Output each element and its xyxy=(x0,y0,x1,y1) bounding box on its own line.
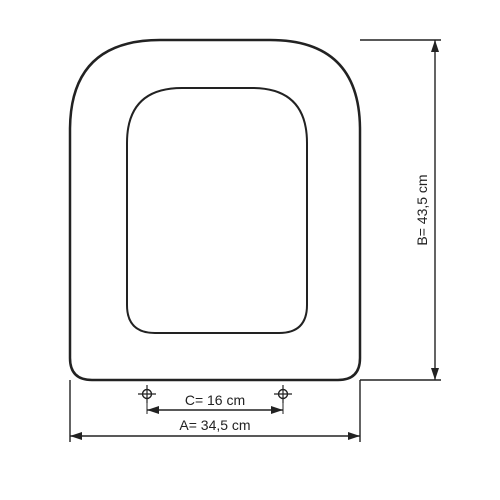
dim-b-label: B= 43,5 cm xyxy=(414,174,430,245)
inner-seat-outline xyxy=(127,88,307,333)
outer-seat-outline xyxy=(70,40,360,380)
dim-a-label: A= 34,5 cm xyxy=(179,417,250,433)
dim-c-label: C= 16 cm xyxy=(185,392,245,408)
dimension-diagram: A= 34,5 cm C= 16 cm B= 43,5 cm xyxy=(0,0,500,500)
